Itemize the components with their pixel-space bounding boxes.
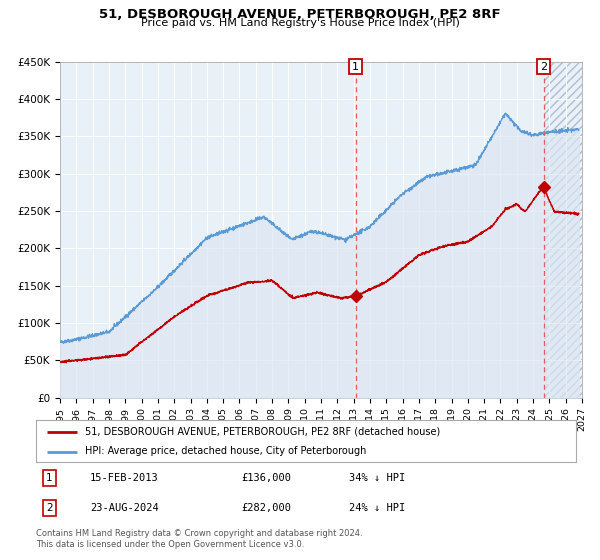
- Text: 34% ↓ HPI: 34% ↓ HPI: [349, 473, 406, 483]
- Text: 2: 2: [46, 503, 53, 513]
- Text: 2: 2: [540, 62, 547, 72]
- Text: 23-AUG-2024: 23-AUG-2024: [90, 503, 159, 513]
- Text: 1: 1: [352, 62, 359, 72]
- Text: Contains HM Land Registry data © Crown copyright and database right 2024.
This d: Contains HM Land Registry data © Crown c…: [36, 529, 362, 549]
- Bar: [544, 62, 582, 398]
- Text: 24% ↓ HPI: 24% ↓ HPI: [349, 503, 406, 513]
- Text: 51, DESBOROUGH AVENUE, PETERBOROUGH, PE2 8RF (detached house): 51, DESBOROUGH AVENUE, PETERBOROUGH, PE2…: [85, 427, 440, 437]
- Bar: [544, 62, 582, 398]
- Text: Price paid vs. HM Land Registry's House Price Index (HPI): Price paid vs. HM Land Registry's House …: [140, 18, 460, 28]
- Text: £136,000: £136,000: [241, 473, 291, 483]
- Text: 51, DESBOROUGH AVENUE, PETERBOROUGH, PE2 8RF: 51, DESBOROUGH AVENUE, PETERBOROUGH, PE2…: [99, 8, 501, 21]
- Text: 15-FEB-2013: 15-FEB-2013: [90, 473, 159, 483]
- Text: £282,000: £282,000: [241, 503, 291, 513]
- Text: 1: 1: [46, 473, 53, 483]
- Text: HPI: Average price, detached house, City of Peterborough: HPI: Average price, detached house, City…: [85, 446, 366, 456]
